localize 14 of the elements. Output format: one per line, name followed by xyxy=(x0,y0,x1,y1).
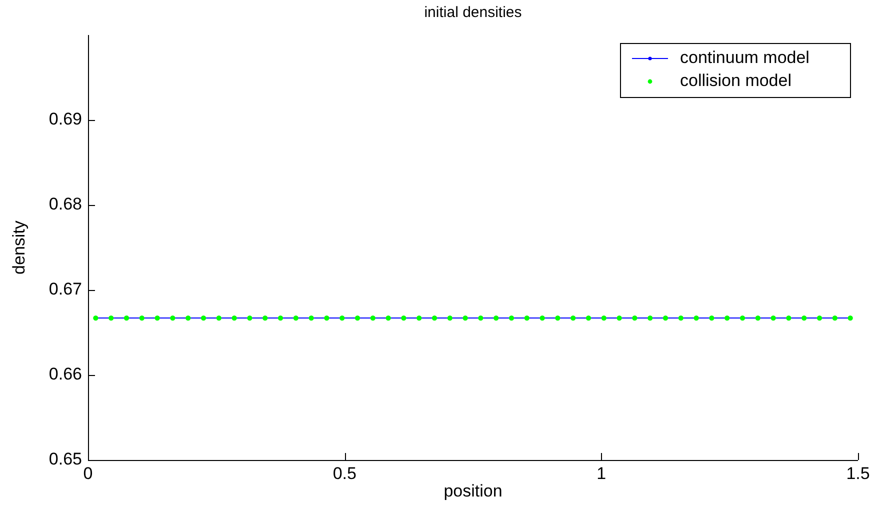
legend-label: collision model xyxy=(680,71,792,90)
x-tick-label: 1 xyxy=(596,464,606,483)
y-tick-label: 0.65 xyxy=(48,450,82,469)
y-tick-label: 0.69 xyxy=(48,110,82,129)
x-tick-label: 0 xyxy=(83,464,93,483)
y-axis-title: density xyxy=(10,220,29,274)
chart-title: initial densities xyxy=(424,4,522,22)
x-axis-title: position xyxy=(444,482,502,501)
y-tick-label: 0.66 xyxy=(48,364,82,384)
y-tick-label: 0.68 xyxy=(48,194,82,214)
x-tick-label: 0.5 xyxy=(332,464,356,483)
y-tick-label: 0.67 xyxy=(48,280,82,299)
x-tick-label: 1.5 xyxy=(846,464,870,483)
legend-label: continuum model xyxy=(680,48,810,68)
